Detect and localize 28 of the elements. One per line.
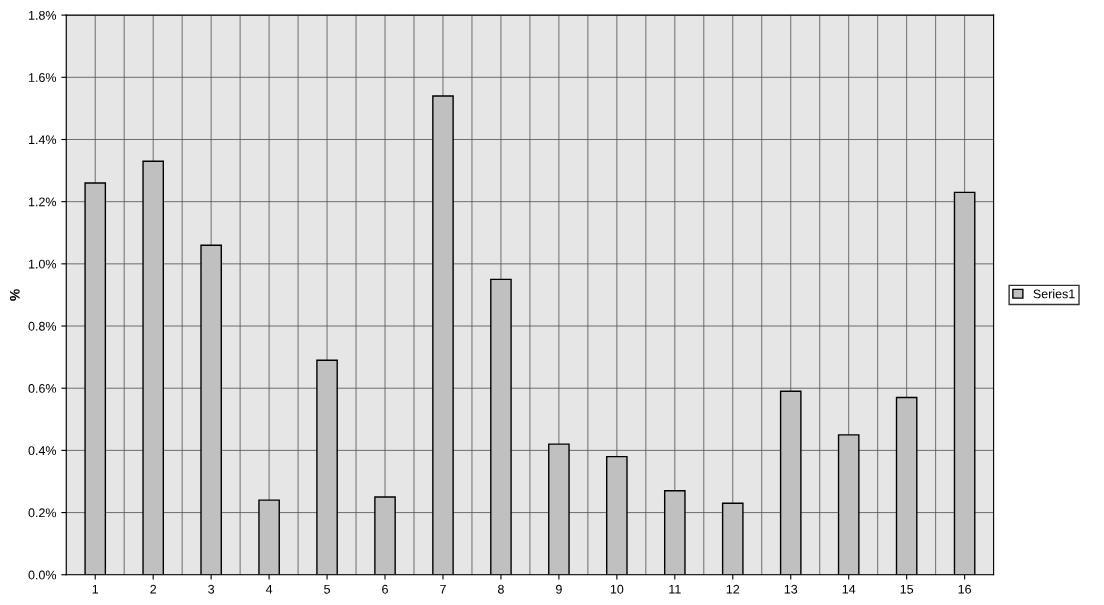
- x-tick-label: 10: [610, 584, 624, 594]
- x-tick-label: 15: [900, 584, 914, 594]
- y-tick-label: 1.2%: [28, 197, 57, 207]
- y-tick-label: 1.8%: [28, 10, 57, 20]
- x-tick-label: 11: [669, 584, 681, 594]
- x-tick-label: 8: [498, 584, 504, 594]
- y-tick-label: 0.0%: [28, 570, 57, 580]
- x-tick-label: 5: [324, 584, 331, 594]
- y-tick-label: 1.6%: [28, 73, 57, 82]
- x-tick-label: 16: [958, 584, 972, 594]
- x-tick-label: 3: [208, 584, 215, 594]
- y-axis-title: %: [9, 289, 20, 301]
- y-tick-label: 1.0%: [28, 259, 57, 269]
- x-tick-label: 6: [382, 584, 388, 594]
- x-tick-label: 9: [556, 584, 562, 594]
- x-tick-label: 12: [726, 584, 740, 594]
- x-tick-label: 4: [265, 584, 273, 594]
- y-tick-label: 0.4%: [28, 446, 57, 456]
- legend-label: Series1: [1033, 289, 1075, 299]
- x-tick-label: 7: [440, 584, 446, 594]
- y-tick-label: 0.2%: [28, 508, 57, 518]
- y-tick-label: 0.8%: [28, 321, 57, 331]
- x-tick-label: 14: [842, 584, 856, 594]
- y-tick-label: 1.4%: [28, 135, 57, 145]
- x-tick-label: 13: [784, 584, 798, 594]
- x-tick-label: 2: [150, 584, 157, 594]
- x-tick-label: 1: [92, 584, 99, 594]
- y-tick-label: 0.6%: [28, 384, 57, 393]
